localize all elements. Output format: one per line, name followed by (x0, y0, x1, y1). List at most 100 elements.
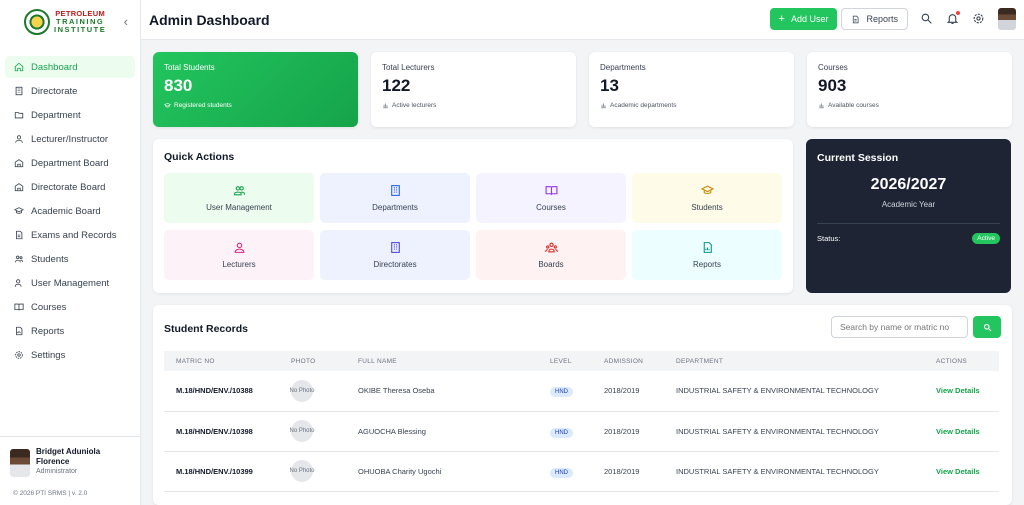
brand: PETROLEUM TRAINING INSTITUTE ‹ (0, 0, 140, 44)
users-icon (233, 186, 245, 196)
users-icon (14, 255, 24, 263)
stat-card-lecturers: Total Lecturers 122 Active lecturers (371, 52, 576, 127)
sidebar-item-dashboard[interactable]: Dashboard (5, 56, 135, 78)
add-user-label: Add User (790, 14, 829, 24)
reports-label: Reports (866, 14, 898, 24)
collapse-sidebar-icon[interactable]: ‹ (123, 14, 128, 29)
user-icon (234, 242, 244, 253)
book-icon (545, 186, 557, 195)
quick-actions-panel: Quick Actions User Management Department… (153, 139, 793, 293)
status-badge: Active (972, 233, 1000, 244)
stat-card-courses: Courses 903 Available courses (807, 52, 1012, 127)
school-icon (14, 183, 24, 192)
sidebar-item-lecturer[interactable]: Lecturer/Instructor (5, 128, 135, 150)
sidebar-item-department[interactable]: Department (5, 104, 135, 126)
quick-action-reports[interactable]: Reports (632, 230, 782, 280)
dashboard-content: Total Students 830 Registered students T… (141, 40, 1024, 505)
sidebar-user[interactable]: Bridget Aduniola Florence Administrator (0, 436, 140, 477)
sidebar-item-user-management[interactable]: User Management (5, 272, 135, 294)
brand-text: PETROLEUM TRAINING INSTITUTE (54, 10, 106, 34)
sidebar-item-label: Department (31, 109, 81, 121)
level-badge: HND (550, 387, 573, 398)
table-row: M.18/HND/ENV./10398 No Photo AGUOCHA Ble… (164, 411, 999, 452)
quick-action-students[interactable]: Students (632, 173, 782, 223)
sidebar-item-reports[interactable]: Reports (5, 320, 135, 342)
sidebar-item-label: Directorate Board (31, 181, 106, 193)
quick-action-label: Courses (536, 203, 566, 212)
sidebar-item-label: Students (31, 253, 69, 265)
gear-icon (973, 13, 984, 24)
graduation-cap-icon (14, 207, 24, 214)
search-button[interactable] (920, 12, 934, 26)
avatar[interactable] (998, 8, 1016, 30)
search-button[interactable] (973, 316, 1001, 338)
report-icon (16, 326, 23, 336)
user-cog-icon (14, 279, 22, 287)
quick-action-label: Reports (692, 260, 721, 269)
photo-placeholder: No Photo (289, 420, 315, 442)
quick-action-courses[interactable]: Courses (476, 173, 626, 223)
quick-action-label: Directorates (373, 260, 417, 269)
gear-icon (15, 351, 23, 359)
current-session-card: Current Session 2026/2027 Academic Year … (806, 139, 1011, 293)
table-header-row: MATRIC NO PHOTO FULL NAME LEVEL ADMISSIO… (164, 351, 999, 371)
user-info: Bridget Aduniola Florence Administrator (36, 447, 100, 477)
book-icon (14, 303, 24, 311)
sidebar-item-academic-board[interactable]: Academic Board (5, 200, 135, 222)
divider (817, 223, 1000, 224)
bar-chart-icon (383, 103, 388, 109)
quick-action-label: Students (691, 203, 723, 212)
sidebar-item-directorate[interactable]: Directorate (5, 80, 135, 102)
main: Admin Dashboard + Add User Reports (141, 0, 1024, 505)
footer-version: © 2026 PTI SRMS | v. 2.0 (13, 490, 88, 497)
session-status-label: Status: (817, 234, 841, 243)
view-details-link[interactable]: View Details (936, 426, 980, 436)
cell-photo: No Photo (289, 451, 358, 492)
stat-sub-label: Academic departments (610, 102, 677, 109)
quick-action-lecturers[interactable]: Lecturers (164, 230, 314, 280)
settings-button[interactable] (972, 12, 986, 26)
stat-value: 13 (600, 76, 619, 95)
sidebar-item-settings[interactable]: Settings (5, 344, 135, 366)
quick-action-directorates[interactable]: Directorates (320, 230, 470, 280)
sidebar-item-label: Dashboard (31, 61, 78, 73)
school-icon (14, 159, 24, 168)
team-icon (544, 242, 558, 253)
sidebar-item-department-board[interactable]: Department Board (5, 152, 135, 174)
sidebar-item-directorate-board[interactable]: Directorate Board (5, 176, 135, 198)
quick-action-boards[interactable]: Boards (476, 230, 626, 280)
quick-action-departments[interactable]: Departments (320, 173, 470, 223)
plus-icon: + (778, 13, 785, 25)
view-details-link[interactable]: View Details (936, 466, 980, 476)
reports-button[interactable]: Reports (841, 8, 908, 30)
sidebar-item-students[interactable]: Students (5, 248, 135, 270)
column-header: LEVEL (550, 357, 572, 365)
stats-row: Total Students 830 Registered students T… (153, 52, 1012, 127)
notification-dot (956, 11, 960, 15)
view-details-link[interactable]: View Details (936, 386, 980, 396)
user-role: Administrator (36, 468, 78, 475)
graduation-cap-icon (164, 102, 171, 108)
column-header: ACTIONS (936, 357, 967, 365)
add-user-button[interactable]: + Add User (769, 8, 838, 30)
sidebar-item-exams-records[interactable]: Exams and Records (5, 224, 135, 246)
column-header: ADMISSION (604, 357, 644, 365)
cell-photo: No Photo (289, 411, 358, 452)
cell-admission: 2018/2019 (604, 371, 676, 412)
quick-action-label: Boards (538, 260, 564, 269)
top-actions: + Add User Reports (769, 8, 1016, 30)
table-row: M.18/HND/ENV./10388 No Photo OKIBE There… (164, 371, 999, 412)
stat-label: Total Students (164, 63, 215, 72)
cell-level: HND (550, 411, 604, 452)
document-icon (853, 15, 859, 23)
cell-department: INDUSTRIAL SAFETY & ENVIRONMENTAL TECHNO… (676, 371, 936, 412)
stat-value: 903 (818, 76, 847, 95)
quick-action-label: Departments (372, 203, 418, 212)
search-input[interactable] (831, 316, 968, 338)
sidebar-item-courses[interactable]: Courses (5, 296, 135, 318)
search-icon (921, 13, 932, 24)
quick-actions-title: Quick Actions (164, 151, 235, 163)
quick-action-user-management[interactable]: User Management (164, 173, 314, 223)
notifications-button[interactable] (946, 11, 960, 26)
sidebar-item-label: Department Board (31, 157, 109, 169)
